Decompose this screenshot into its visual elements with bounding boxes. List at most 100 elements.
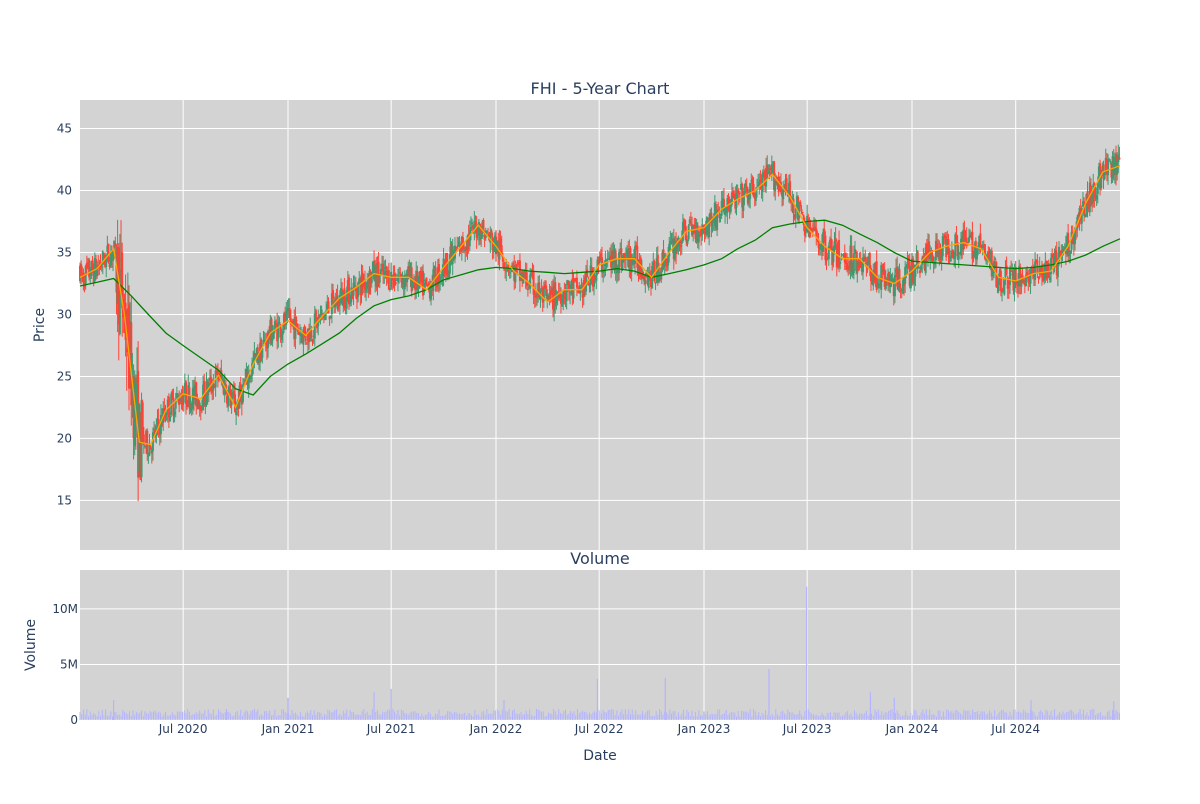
volume-bar [765, 710, 767, 720]
volume-bar [479, 716, 481, 720]
candle-body [913, 273, 916, 285]
candle-body [524, 271, 527, 280]
volume-bar [766, 715, 768, 720]
volume-bar [233, 715, 235, 720]
candle-body [931, 254, 934, 261]
volume-bar [696, 716, 698, 720]
candle-body [718, 214, 721, 219]
volume-bar [291, 709, 293, 720]
volume-bar [901, 715, 903, 720]
volume-bar [175, 715, 177, 720]
volume-bar [966, 710, 968, 720]
volume-bar [804, 710, 806, 720]
volume-bar [877, 709, 879, 720]
candle-body [728, 199, 731, 213]
candle-body [629, 248, 632, 271]
volume-bar [392, 708, 394, 720]
candle-body [345, 290, 348, 309]
candle-body [166, 399, 169, 415]
candle-body [709, 212, 712, 220]
volume-bar [889, 709, 891, 720]
volume-bar [323, 714, 325, 720]
candle-body [278, 321, 281, 325]
volume-bar [505, 710, 507, 720]
volume-bar [365, 713, 367, 720]
candle-body [186, 400, 189, 408]
candle-body [457, 245, 460, 247]
candle-body [1037, 277, 1040, 279]
volume-bar [465, 715, 467, 720]
volume-bar [703, 711, 705, 720]
volume-bar [161, 716, 163, 720]
volume-bar [1098, 712, 1100, 720]
candle-body [578, 288, 581, 293]
candle-body [508, 271, 511, 273]
volume-bar [994, 710, 996, 720]
candle-body [92, 267, 95, 283]
candle-body [157, 419, 160, 427]
candle-body [134, 377, 137, 420]
volume-bar [701, 715, 703, 720]
candle-body [890, 278, 893, 281]
volume-bar [96, 716, 98, 720]
candle-body [746, 192, 749, 204]
candle-body [587, 279, 590, 286]
candle-body [406, 270, 409, 283]
volume-bar [734, 712, 736, 720]
volume-bar [946, 709, 948, 720]
candle-body [518, 260, 521, 281]
volume-bar [1050, 710, 1052, 720]
candle-body [765, 167, 768, 187]
volume-bar [1053, 709, 1055, 720]
candle-body [272, 331, 275, 339]
candle-body [262, 339, 265, 346]
candle-body [460, 236, 463, 251]
volume-bar [963, 709, 965, 720]
candle-body [108, 264, 111, 268]
candle-body [924, 247, 927, 274]
candle-body [135, 382, 138, 412]
candle-body [1069, 250, 1072, 253]
candle-body [969, 234, 972, 238]
candle-body [975, 248, 978, 260]
volume-bar [618, 715, 620, 720]
volume-bar [354, 714, 356, 720]
candle-body [264, 341, 267, 344]
candle-body [474, 221, 477, 225]
volume-bar [1052, 715, 1054, 720]
candle-body [918, 270, 921, 274]
candle-body [778, 182, 781, 189]
volume-y-tick-label: 10M [52, 602, 78, 616]
volume-bar [176, 711, 178, 720]
candle-body [574, 278, 577, 280]
candle-body [482, 219, 485, 233]
candle-body [491, 237, 494, 251]
candle-body [720, 200, 723, 216]
candle-body [978, 235, 981, 248]
volume-bar [515, 713, 517, 720]
candle-body [803, 226, 806, 236]
volume-bar [821, 712, 823, 720]
candle-body [908, 262, 911, 286]
candle-body [999, 270, 1002, 292]
volume-bar [751, 716, 753, 720]
candle-body [1035, 259, 1038, 263]
volume-bar [330, 712, 332, 720]
candle-body [1108, 159, 1111, 161]
candle-body [1080, 207, 1083, 224]
volume-bar [219, 711, 221, 720]
volume-bar [459, 713, 461, 720]
volume-bar [1035, 715, 1037, 720]
volume-bar [122, 710, 124, 720]
candle-body [1091, 196, 1094, 205]
volume-bar [862, 714, 864, 720]
volume-bar [1065, 711, 1067, 720]
candle-body [105, 255, 108, 267]
volume-bar [922, 709, 924, 720]
candle-body [1103, 173, 1106, 179]
candle-body [422, 270, 425, 296]
candle-body [583, 277, 586, 289]
candle-body [1063, 247, 1066, 252]
candle-body [1038, 267, 1041, 275]
candle-body [175, 393, 178, 398]
